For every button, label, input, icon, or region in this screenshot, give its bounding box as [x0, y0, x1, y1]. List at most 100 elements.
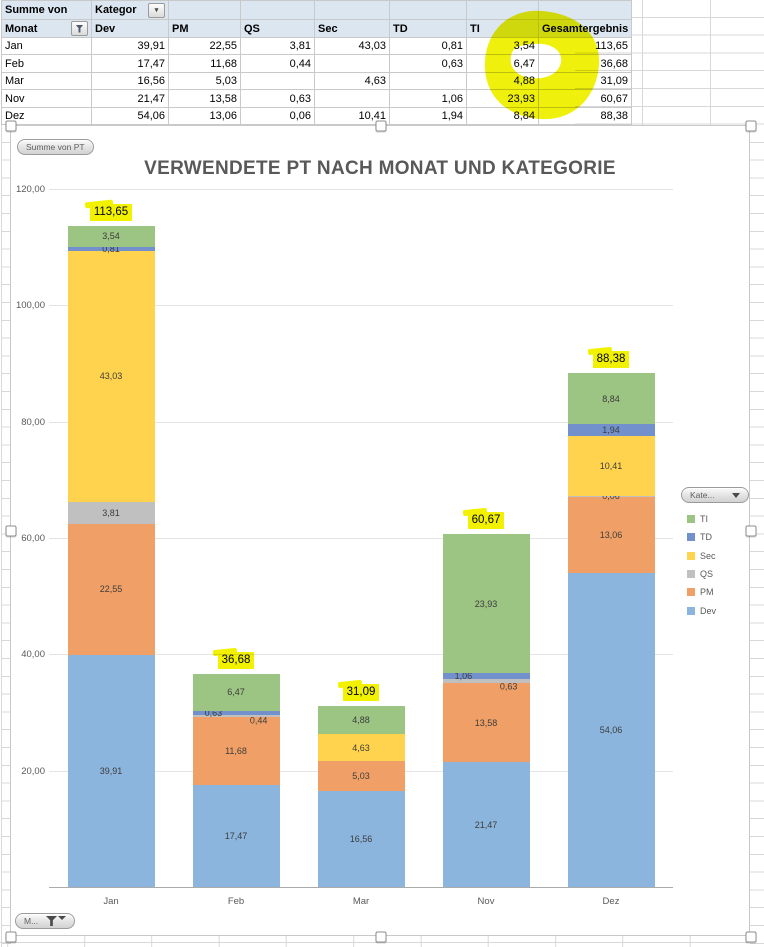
value-cell[interactable]: 0,44: [240, 54, 315, 73]
column-header-sec[interactable]: Sec: [314, 19, 390, 38]
bar-segment-sec-jan[interactable]: 43,03: [67, 251, 155, 502]
value-cell[interactable]: 31,09: [538, 72, 632, 90]
legend-item-qs[interactable]: QS: [687, 569, 713, 579]
bar-segment-td-jan[interactable]: 0,81: [67, 244, 155, 254]
value-cell[interactable]: 3,54: [466, 37, 539, 55]
month-cell[interactable]: Feb: [1, 54, 92, 73]
header-empty-cell[interactable]: [538, 0, 632, 20]
chart-selection-handle[interactable]: [375, 120, 387, 132]
value-cell[interactable]: [314, 54, 390, 73]
value-cell[interactable]: 54,06: [91, 107, 169, 125]
bar-segment-pm-nov[interactable]: 13,58: [442, 683, 530, 763]
value-cell[interactable]: 0,63: [389, 54, 467, 73]
pivot-chart[interactable]: Summe von PT VERWENDETE PT NACH MONAT UN…: [5, 120, 757, 943]
value-cell[interactable]: 39,91: [91, 37, 169, 55]
value-cell[interactable]: 88,38: [538, 107, 632, 125]
value-cell[interactable]: 4,63: [314, 72, 390, 90]
bar-segment-ti-jan[interactable]: 3,54: [67, 225, 155, 247]
value-cell[interactable]: [389, 72, 467, 90]
header-empty-cell[interactable]: [240, 0, 315, 20]
bar-segment-td-dez[interactable]: 1,94: [567, 424, 655, 436]
row-field-filter-button[interactable]: [71, 21, 88, 36]
month-cell[interactable]: Mar: [1, 72, 92, 90]
value-cell[interactable]: 0,06: [240, 107, 315, 125]
header-empty-cell[interactable]: [168, 0, 241, 20]
bar-segment-pm-feb[interactable]: 11,68: [192, 717, 280, 786]
bar-segment-dev-mar[interactable]: 16,56: [317, 790, 405, 887]
bar-segment-qs-nov[interactable]: 0,63: [442, 679, 530, 692]
bar-segment-sec-dez[interactable]: 10,41: [567, 435, 655, 497]
bar-segment-ti-nov[interactable]: 23,93: [442, 534, 530, 674]
bar-segment-qs-feb[interactable]: 0,44: [192, 714, 280, 726]
header-empty-cell[interactable]: [314, 0, 390, 20]
column-header-gesamtergebnis[interactable]: Gesamtergebnis: [538, 19, 632, 38]
value-cell[interactable]: 113,65: [538, 37, 632, 55]
value-cell[interactable]: 21,47: [91, 89, 169, 108]
bar-segment-td-feb[interactable]: 0,63: [192, 708, 280, 718]
value-cell[interactable]: 22,55: [168, 37, 241, 55]
value-cell[interactable]: 23,93: [466, 89, 539, 108]
value-cell[interactable]: 4,88: [466, 72, 539, 90]
value-field-cell[interactable]: Summe von: [1, 0, 92, 20]
value-cell[interactable]: 5,03: [168, 72, 241, 90]
bar-segment-sec-mar[interactable]: 4,63: [317, 734, 405, 762]
value-cell[interactable]: 1,94: [389, 107, 467, 125]
legend-item-ti[interactable]: TI: [687, 514, 708, 524]
column-header-dev[interactable]: Dev: [91, 19, 169, 38]
bar-segment-dev-feb[interactable]: 17,47: [192, 785, 280, 887]
chart-selection-handle[interactable]: [5, 931, 17, 943]
chart-selection-handle[interactable]: [375, 931, 387, 943]
value-cell[interactable]: 1,06: [389, 89, 467, 108]
header-empty-cell[interactable]: [389, 0, 467, 20]
bar-segment-ti-mar[interactable]: 4,88: [317, 706, 405, 735]
column-field-dropdown-button[interactable]: ▾: [148, 2, 165, 18]
legend-item-sec[interactable]: Sec: [687, 551, 716, 561]
column-header-td[interactable]: TD: [389, 19, 467, 38]
value-cell[interactable]: 3,81: [240, 37, 315, 55]
bar-segment-dev-jan[interactable]: 39,91: [67, 654, 155, 887]
value-cell[interactable]: 11,68: [168, 54, 241, 73]
value-cell[interactable]: 0,81: [389, 37, 467, 55]
value-cell[interactable]: 17,47: [91, 54, 169, 73]
column-header-qs[interactable]: QS: [240, 19, 315, 38]
value-field-button[interactable]: Summe von PT: [17, 139, 94, 155]
bar-segment-ti-feb[interactable]: 6,47: [192, 673, 280, 712]
value-cell[interactable]: [240, 72, 315, 90]
bar-segment-dev-dez[interactable]: 54,06: [567, 572, 655, 887]
month-cell[interactable]: Dez: [1, 107, 92, 125]
axis-field-button[interactable]: M...: [15, 913, 75, 929]
header-empty-cell[interactable]: [466, 0, 539, 20]
legend-item-dev[interactable]: Dev: [687, 606, 716, 616]
chart-selection-handle[interactable]: [745, 931, 757, 943]
bar-segment-pm-dez[interactable]: 13,06: [567, 496, 655, 573]
value-cell[interactable]: 13,58: [168, 89, 241, 108]
value-cell[interactable]: 6,47: [466, 54, 539, 73]
column-field-cell[interactable]: Kategor ▾: [91, 0, 169, 20]
legend-field-button[interactable]: Kate...: [681, 487, 749, 503]
value-cell[interactable]: 16,56: [91, 72, 169, 90]
value-cell[interactable]: [314, 89, 390, 108]
chart-title[interactable]: VERWENDETE PT NACH MONAT UND KATEGORIE: [144, 158, 616, 179]
legend-item-pm[interactable]: PM: [687, 587, 714, 597]
bar-segment-dev-nov[interactable]: 21,47: [442, 762, 530, 887]
bar-segment-qs-jan[interactable]: 3,81: [67, 501, 155, 524]
value-cell[interactable]: 13,06: [168, 107, 241, 125]
bar-segment-pm-jan[interactable]: 22,55: [67, 523, 155, 655]
bar-segment-ti-dez[interactable]: 8,84: [567, 372, 655, 425]
value-cell[interactable]: 0,63: [240, 89, 315, 108]
month-cell[interactable]: Jan: [1, 37, 92, 55]
bar-segment-td-nov[interactable]: 1,06: [442, 671, 530, 681]
value-cell[interactable]: 36,68: [538, 54, 632, 73]
chart-selection-handle[interactable]: [745, 525, 757, 537]
chart-selection-handle[interactable]: [5, 120, 17, 132]
chart-selection-handle[interactable]: [745, 120, 757, 132]
value-cell[interactable]: 60,67: [538, 89, 632, 108]
chart-selection-handle[interactable]: [5, 525, 17, 537]
value-cell[interactable]: 8,84: [466, 107, 539, 125]
value-cell[interactable]: 43,03: [314, 37, 390, 55]
legend-item-td[interactable]: TD: [687, 532, 712, 542]
column-header-pm[interactable]: PM: [168, 19, 241, 38]
row-field-cell[interactable]: Monat: [1, 19, 92, 38]
bar-segment-pm-mar[interactable]: 5,03: [317, 761, 405, 791]
month-cell[interactable]: Nov: [1, 89, 92, 108]
